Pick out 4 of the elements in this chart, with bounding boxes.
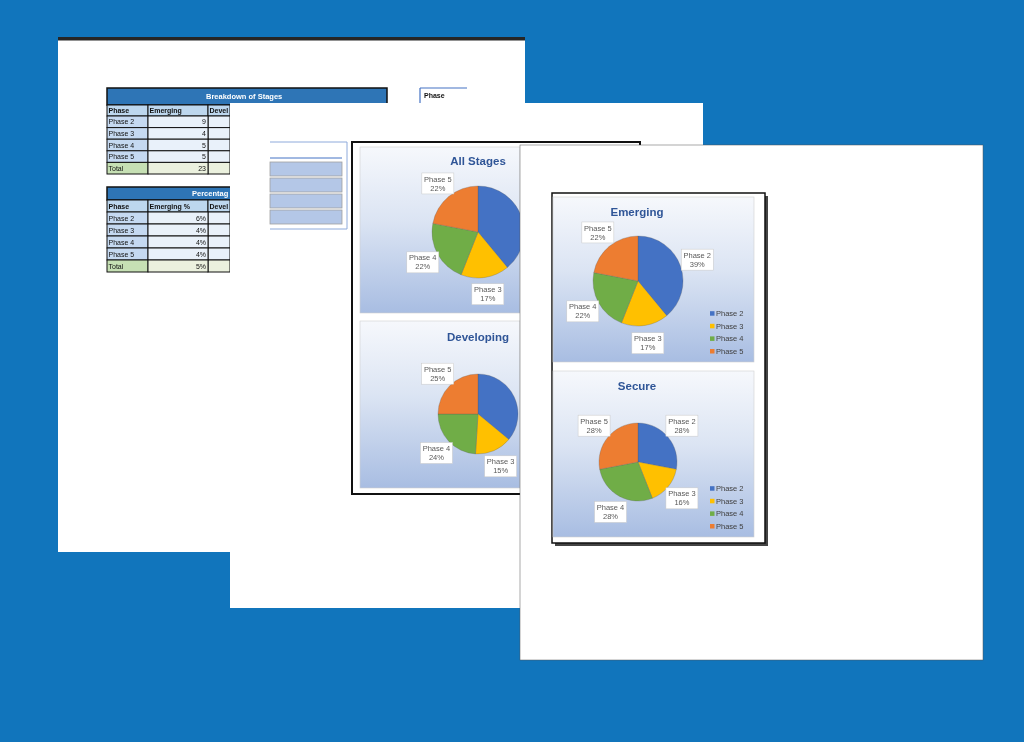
chart-title: Emerging bbox=[610, 206, 664, 218]
chart-title: All Stages bbox=[450, 155, 506, 167]
chart-title: Developing bbox=[447, 331, 509, 343]
chart-title: Secure bbox=[617, 380, 657, 392]
